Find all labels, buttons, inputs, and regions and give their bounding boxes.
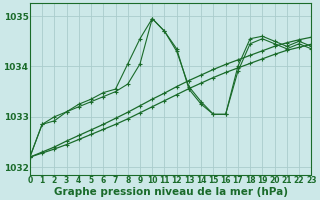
X-axis label: Graphe pression niveau de la mer (hPa): Graphe pression niveau de la mer (hPa): [53, 187, 288, 197]
